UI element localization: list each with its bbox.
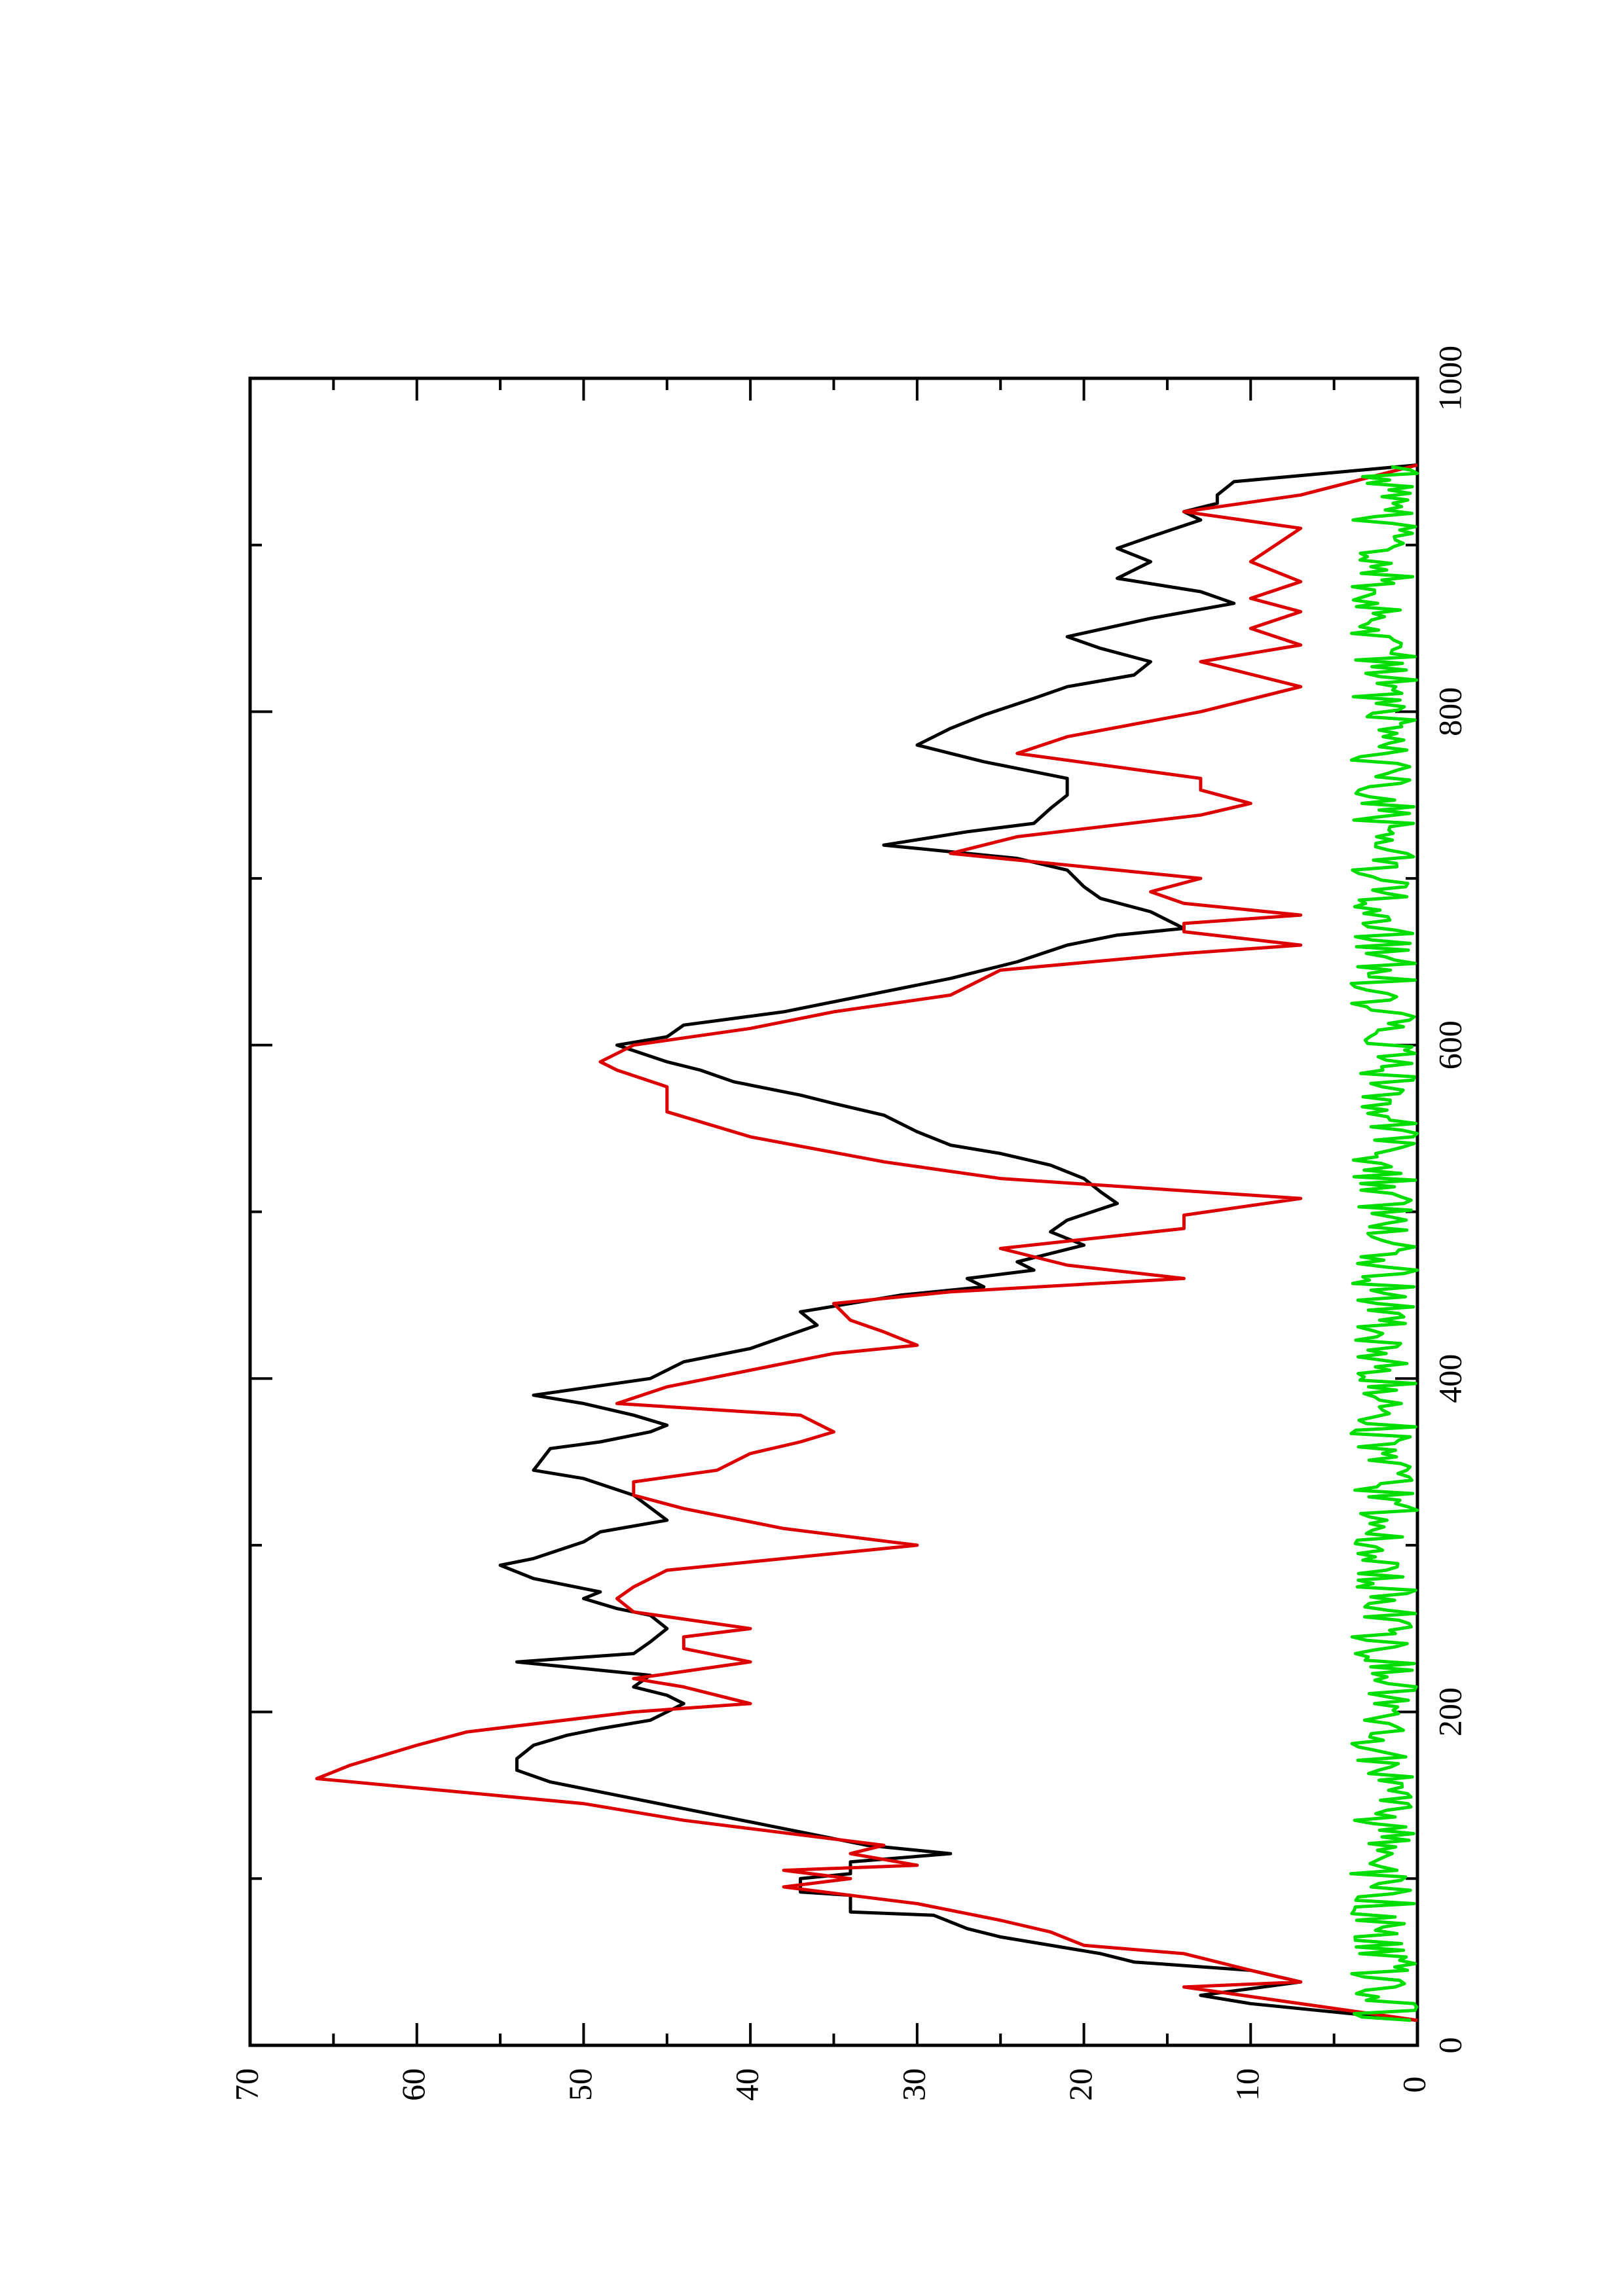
x-tick-label: 0: [1431, 2037, 1468, 2054]
x-tick-label: 1000: [1431, 346, 1468, 411]
plot-frame: [248, 376, 1419, 2047]
x-tick-label: 400: [1431, 1354, 1468, 1403]
y-tick-label: 20: [1062, 2068, 1099, 2101]
y-tick-label: 70: [228, 2068, 264, 2101]
series-lines: [315, 463, 1419, 2022]
axis-ticks: [249, 377, 1419, 2047]
x-tick-label: 200: [1431, 1687, 1468, 1736]
y-tick-label: 0: [1395, 2077, 1432, 2093]
y-tick-label: 50: [562, 2068, 598, 2101]
axis-tick-labels: 0 200 400 600 800 1000 0 10 20 30 40 50 60 70: [228, 346, 1468, 2101]
y-tick-label: 40: [729, 2068, 765, 2101]
x-tick-label: 600: [1431, 1020, 1468, 1069]
y-tick-label: 10: [1229, 2068, 1266, 2101]
x-tick-label: 800: [1431, 687, 1468, 736]
y-tick-label: 30: [895, 2068, 932, 2101]
series-line-2: [315, 463, 1418, 2022]
series-line-1: [498, 463, 1418, 2022]
series-line-3: [1349, 465, 1419, 2022]
y-tick-label: 60: [395, 2068, 431, 2101]
